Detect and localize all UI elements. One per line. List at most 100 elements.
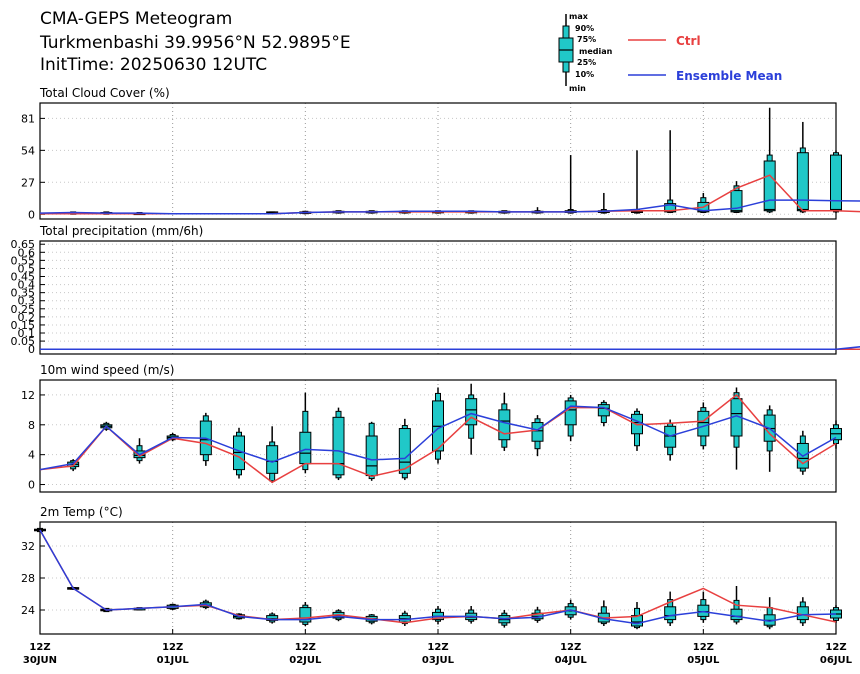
box-inner [498,409,511,441]
chart-title: CMA-GEPS Meteogram [40,9,232,29]
box-inner [465,398,478,426]
box-inner [564,400,577,426]
y-tick-label: 0.4 [18,279,36,292]
y-tick-label: 0 [28,208,35,221]
box-inner [266,445,279,474]
box-plot [432,606,444,625]
y-tick-label: 0.35 [11,287,36,300]
mean-line [40,346,860,350]
box-plot [299,602,312,626]
box-plot [432,387,444,464]
box-plot [564,394,577,442]
box-plot [531,207,544,214]
x-tick-date: 30JUN [23,655,57,666]
box-plot [664,419,677,461]
location-label: Turkmenbashi 39.9956°N 52.9895°E [39,33,351,53]
panel-3: 10m wind speed (m/s) 0 4 8 12 [21,363,842,493]
box-inner [664,203,677,213]
init-time-label: InitTime: 20250630 12UTC [40,55,267,75]
box-inner [398,428,411,474]
box-plot [830,150,842,214]
mean-line [39,529,837,625]
box-plot [299,392,312,474]
box-plot [631,408,643,451]
box-plot [398,418,411,481]
x-axis-labels: 12Z 30JUN 12Z 01JUL 12Z 02JUL 12Z 03JUL 12Z 04JUL… [23,629,853,666]
legend-p10-label: 10% [575,70,594,79]
y-tick-label: 54 [21,144,35,157]
box-plot [531,415,544,457]
box-inner [730,608,743,621]
box-plot [597,400,610,427]
box-plot [531,606,544,623]
box-plot [498,392,511,451]
y-tick-label: 0.3 [18,295,36,308]
box-plot [597,600,610,626]
box-inner [332,416,345,476]
panel-title: Total Cloud Cover (%) [39,86,170,100]
legend-ctrl-label: Ctrl [676,34,701,48]
panel-title: 2m Temp (°C) [40,505,123,519]
x-tick-date: 03JUL [422,655,455,666]
legend-p90-label: 90% [575,24,594,33]
x-tick-hour: 12Z [560,642,581,653]
box-inner [796,606,809,621]
panel-4: 2m Temp (°C) 24 28 32 [21,505,842,635]
x-tick-date: 01JUL [157,655,190,666]
y-tick-label: 12 [21,389,35,402]
box-inner [697,410,710,437]
y-tick-label: 0.25 [11,303,36,316]
panels: Total Cloud Cover (%) 0 27 54 81 Total precip… [11,86,860,635]
y-tick-label: 0.6 [18,246,36,259]
box-inner [531,422,544,442]
y-tick-label: 0.05 [11,335,36,348]
x-tick-hour: 12Z [693,642,714,653]
legend-median-label: median [579,47,613,56]
panel-frame [39,240,837,355]
box-plot [763,597,776,630]
legend-max-label: max [569,12,589,21]
box-plot [664,591,677,626]
y-tick-label: 8 [28,419,35,432]
mean-line [39,405,837,471]
box-plot [763,107,776,214]
box-inner [730,190,743,213]
panel-1: Total Cloud Cover (%) 0 27 54 81 [21,86,860,221]
box-plot [697,591,710,623]
box-plot [332,407,345,481]
box-inner [365,435,378,477]
box-plot [763,405,776,472]
y-tick-label: 0.65 [11,238,36,251]
legend-mean-label: Ensemble Mean [676,69,782,83]
box-plot [266,426,279,484]
x-tick-hour: 12Z [295,642,316,653]
x-tick-date: 05JUL [687,655,720,666]
x-tick-date: 02JUL [289,655,322,666]
x-tick-date: 06JUL [820,655,853,666]
box-plot [398,610,411,626]
legend: max 90% 75% median 25% 10% min Ctrl Ense… [558,12,782,93]
panel-2: Total precipitation (mm/6h)00.050.10.150… [11,224,860,356]
x-tick-hour: 12Z [29,642,50,653]
box-plot [233,427,245,479]
y-tick-label: 24 [21,604,35,617]
panel-title: 10m wind speed (m/s) [40,363,174,377]
y-tick-label: 0.2 [18,311,36,324]
legend-p25-label: 25% [577,58,596,67]
box-plot [564,155,577,214]
y-tick-label: 0.45 [11,271,36,284]
box-inner [299,607,312,623]
box-inner [830,154,842,212]
panel-title: Total precipitation (mm/6h) [39,224,203,238]
y-tick-label: 0.55 [11,254,36,267]
y-tick-label: 0.1 [18,327,36,340]
x-tick-hour: 12Z [427,642,448,653]
box-inner [763,160,776,212]
box-inner [299,431,312,465]
legend-p75-label: 75% [577,35,596,44]
y-tick-label: 0 [28,343,35,356]
x-tick-hour: 12Z [825,642,846,653]
y-tick-label: 4 [28,449,35,462]
box-inner [664,606,677,621]
